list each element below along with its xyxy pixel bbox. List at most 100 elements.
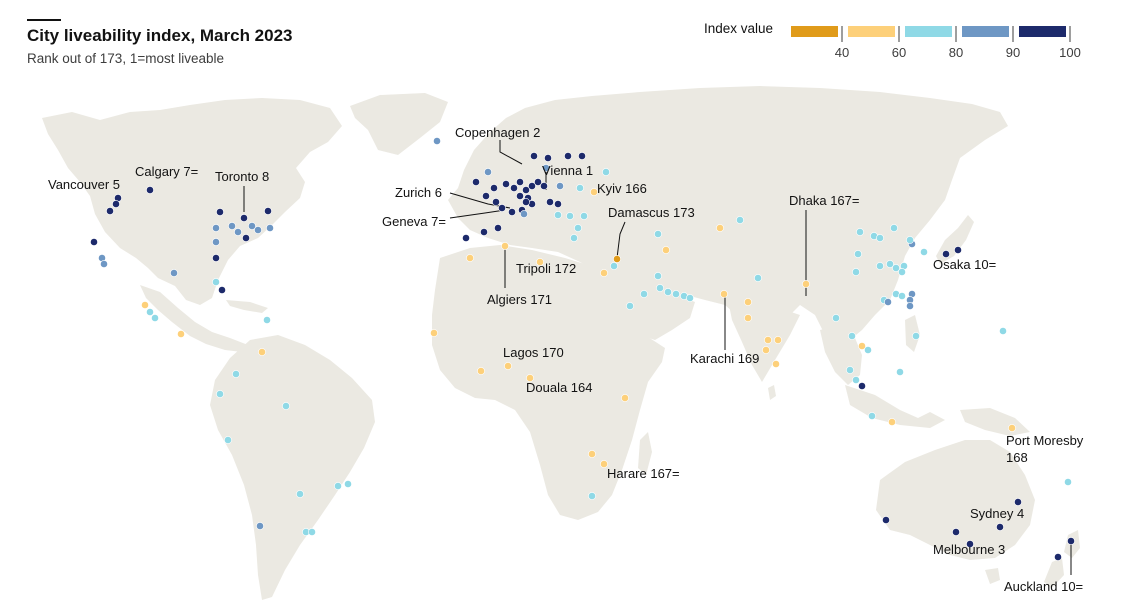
city-dot	[588, 492, 596, 500]
city-dot	[912, 332, 920, 340]
city-dot	[482, 192, 490, 200]
city-dot	[501, 242, 509, 250]
city-dot	[546, 198, 554, 206]
city-dot	[264, 207, 272, 215]
city-dot	[146, 308, 154, 316]
land-scandinavia	[505, 100, 586, 170]
city-dot	[212, 238, 220, 246]
city-dot	[554, 211, 562, 219]
city-dot	[1067, 537, 1075, 545]
header-rule	[27, 19, 61, 21]
city-dot	[858, 382, 866, 390]
label-sydney: Sydney 4	[970, 506, 1024, 521]
label-douala: Douala 164	[526, 380, 593, 395]
city-dot	[530, 152, 538, 160]
city-dot	[177, 330, 185, 338]
label-vienna: Vienna 1	[542, 163, 593, 178]
city-dot	[146, 186, 154, 194]
city-dot	[566, 212, 574, 220]
city-dot	[716, 224, 724, 232]
city-dot	[852, 376, 860, 384]
city-dot	[462, 234, 470, 242]
city-dot	[480, 228, 488, 236]
label-melbourne: Melbourne 3	[933, 542, 1005, 557]
city-dot	[522, 198, 530, 206]
label-copenhagen: Copenhagen 2	[455, 125, 540, 140]
city-dot	[754, 274, 762, 282]
city-dot	[654, 230, 662, 238]
label-vancouver: Vancouver 5	[48, 177, 120, 192]
city-dot	[100, 260, 108, 268]
city-dot	[762, 346, 770, 354]
city-dot	[952, 528, 960, 536]
city-dot	[898, 268, 906, 276]
city-dot	[996, 523, 1004, 531]
city-dot	[1014, 498, 1022, 506]
label-calgary: Calgary 7=	[135, 164, 198, 179]
city-dot	[942, 250, 950, 258]
city-dot	[90, 238, 98, 246]
city-dot	[106, 207, 114, 215]
city-dot	[502, 180, 510, 188]
city-dot	[256, 522, 264, 530]
land-greenland	[350, 93, 448, 155]
land-tasmania	[985, 568, 1000, 584]
city-dot	[554, 200, 562, 208]
city-dot	[472, 178, 480, 186]
legend-swatch-3	[962, 26, 1009, 37]
land-australia	[876, 440, 1035, 560]
city-dot	[556, 182, 564, 190]
city-dot	[494, 224, 502, 232]
city-dot	[600, 269, 608, 277]
city-dot	[664, 288, 672, 296]
city-dot	[520, 210, 528, 218]
city-dot	[876, 262, 884, 270]
city-dot	[526, 374, 534, 382]
city-dot	[308, 528, 316, 536]
city-dot	[542, 164, 550, 172]
legend-tick-label: 90	[1006, 45, 1020, 60]
city-dot	[232, 370, 240, 378]
land-sri-lanka	[768, 385, 776, 400]
land-eurasia	[448, 86, 1008, 350]
city-dot	[212, 278, 220, 286]
city-dot	[574, 224, 582, 232]
land-indonesia	[845, 385, 945, 428]
city-dot	[576, 184, 584, 192]
city-dot	[578, 152, 586, 160]
city-dot	[852, 268, 860, 276]
leader-geneva	[449, 209, 506, 219]
legend-swatch-4	[1019, 26, 1066, 37]
label-zurich: Zurich 6	[395, 185, 442, 200]
city-dot	[522, 186, 530, 194]
city-dot	[848, 332, 856, 340]
land-central-america	[140, 285, 248, 352]
city-dot	[654, 272, 662, 280]
city-dot	[906, 302, 914, 310]
city-dot	[890, 224, 898, 232]
city-dot	[884, 298, 892, 306]
city-dot	[516, 178, 524, 186]
city-dot	[772, 360, 780, 368]
city-dot	[868, 412, 876, 420]
legend-swatch-0	[791, 26, 838, 37]
city-dot	[334, 482, 342, 490]
city-dot	[242, 234, 250, 242]
city-dot	[802, 280, 810, 288]
legend-tick-label: 100	[1059, 45, 1081, 60]
city-dot	[590, 188, 598, 196]
city-dot	[296, 490, 304, 498]
city-dots	[90, 137, 1075, 561]
label-harare: Harare 167=	[607, 466, 680, 481]
city-dot	[892, 264, 900, 272]
chart-title: City liveability index, March 2023	[27, 26, 293, 45]
city-dot	[920, 248, 928, 256]
city-dot	[234, 228, 242, 236]
city-dot	[736, 216, 744, 224]
city-dot	[536, 258, 544, 266]
leader-damascus	[616, 221, 626, 259]
chart-subtitle: Rank out of 173, 1=most liveable	[27, 51, 224, 66]
land-africa	[432, 245, 665, 520]
city-dot	[662, 246, 670, 254]
